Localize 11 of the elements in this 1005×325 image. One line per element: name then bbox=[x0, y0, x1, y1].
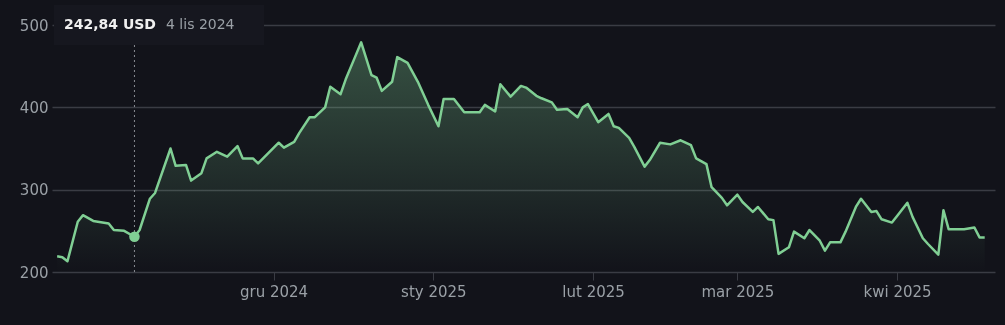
y-tick-label: 400 bbox=[19, 98, 49, 117]
y-tick-label: 300 bbox=[19, 181, 49, 200]
x-tick-label: mar 2025 bbox=[701, 282, 775, 301]
x-tick-label: gru 2024 bbox=[240, 282, 309, 301]
annotation: 242,84 USD bbox=[64, 16, 156, 32]
x-tick-label: sty 2025 bbox=[401, 282, 467, 301]
y-tick-label: 500 bbox=[19, 16, 49, 35]
x-tick-label: lut 2025 bbox=[562, 282, 625, 301]
annotation: 4 lis 2024 bbox=[166, 16, 235, 32]
y-tick-label: 200 bbox=[19, 263, 49, 282]
x-tick-label: kwi 2025 bbox=[863, 282, 932, 301]
